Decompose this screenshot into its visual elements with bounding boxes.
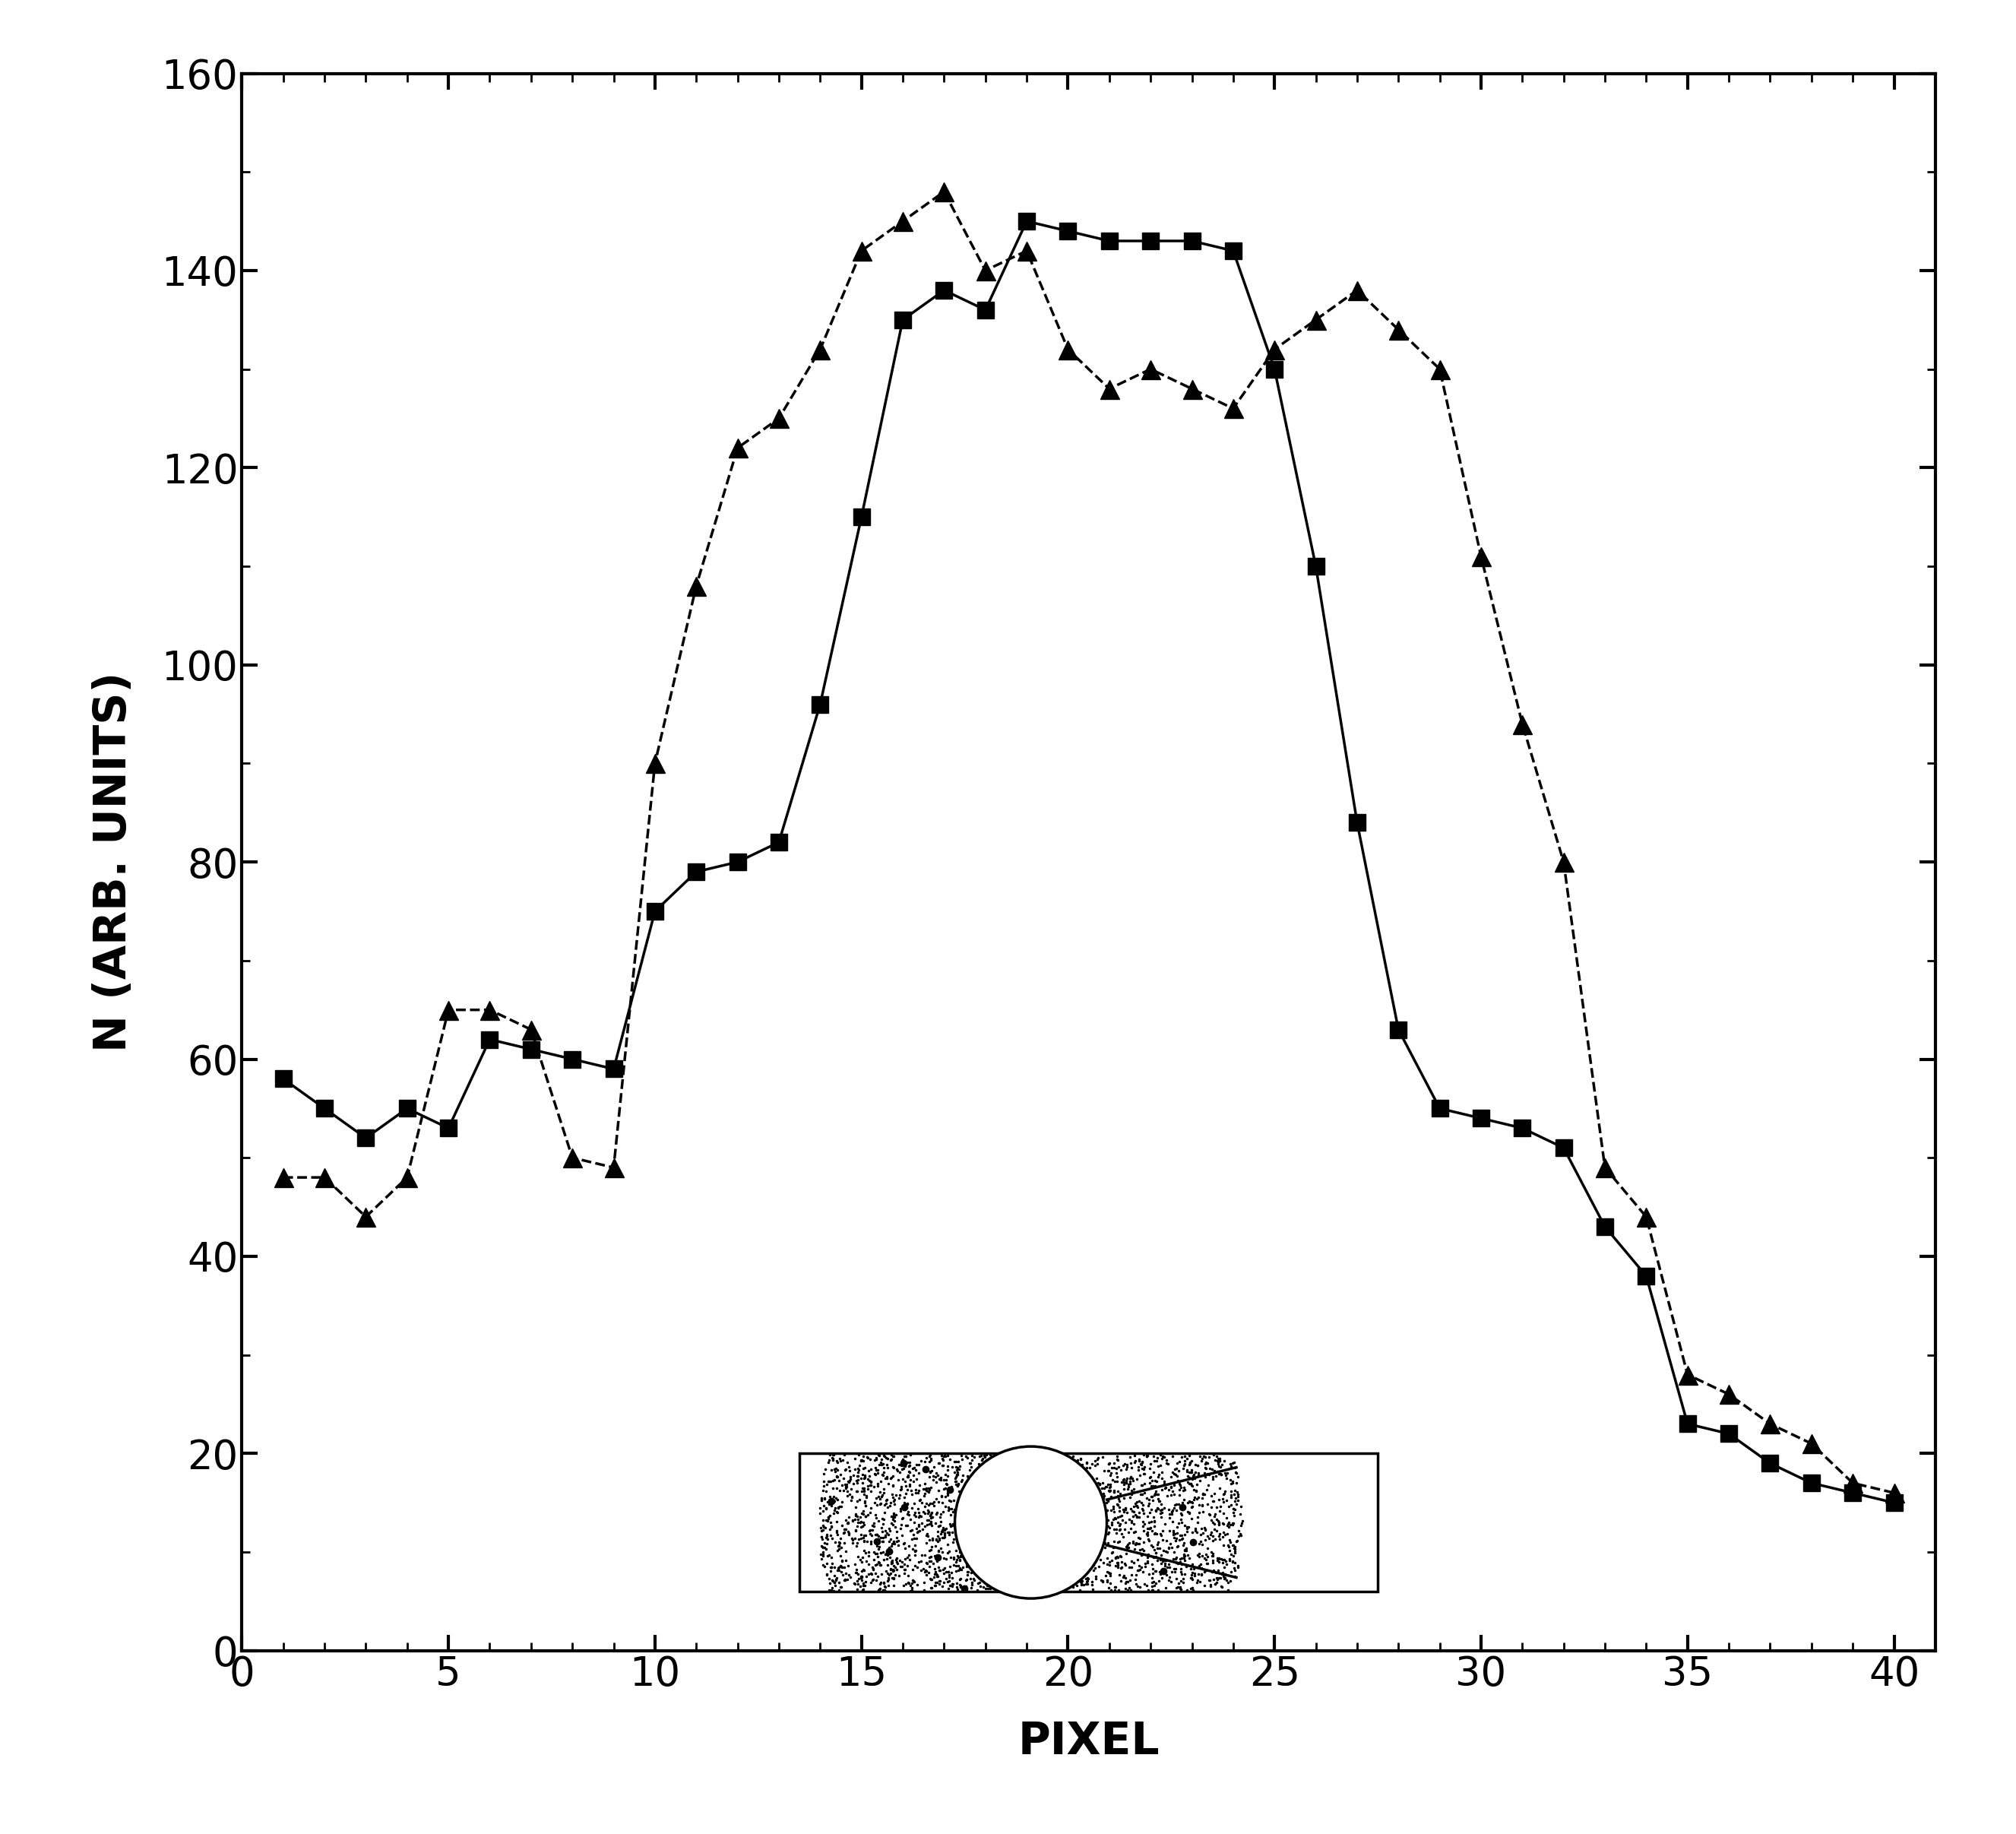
X-axis label: PIXEL: PIXEL <box>1018 1720 1159 1764</box>
Bar <box>800 1453 1377 1592</box>
Y-axis label: N (ARB. UNITS): N (ARB. UNITS) <box>93 671 135 1053</box>
Ellipse shape <box>956 1447 1107 1599</box>
